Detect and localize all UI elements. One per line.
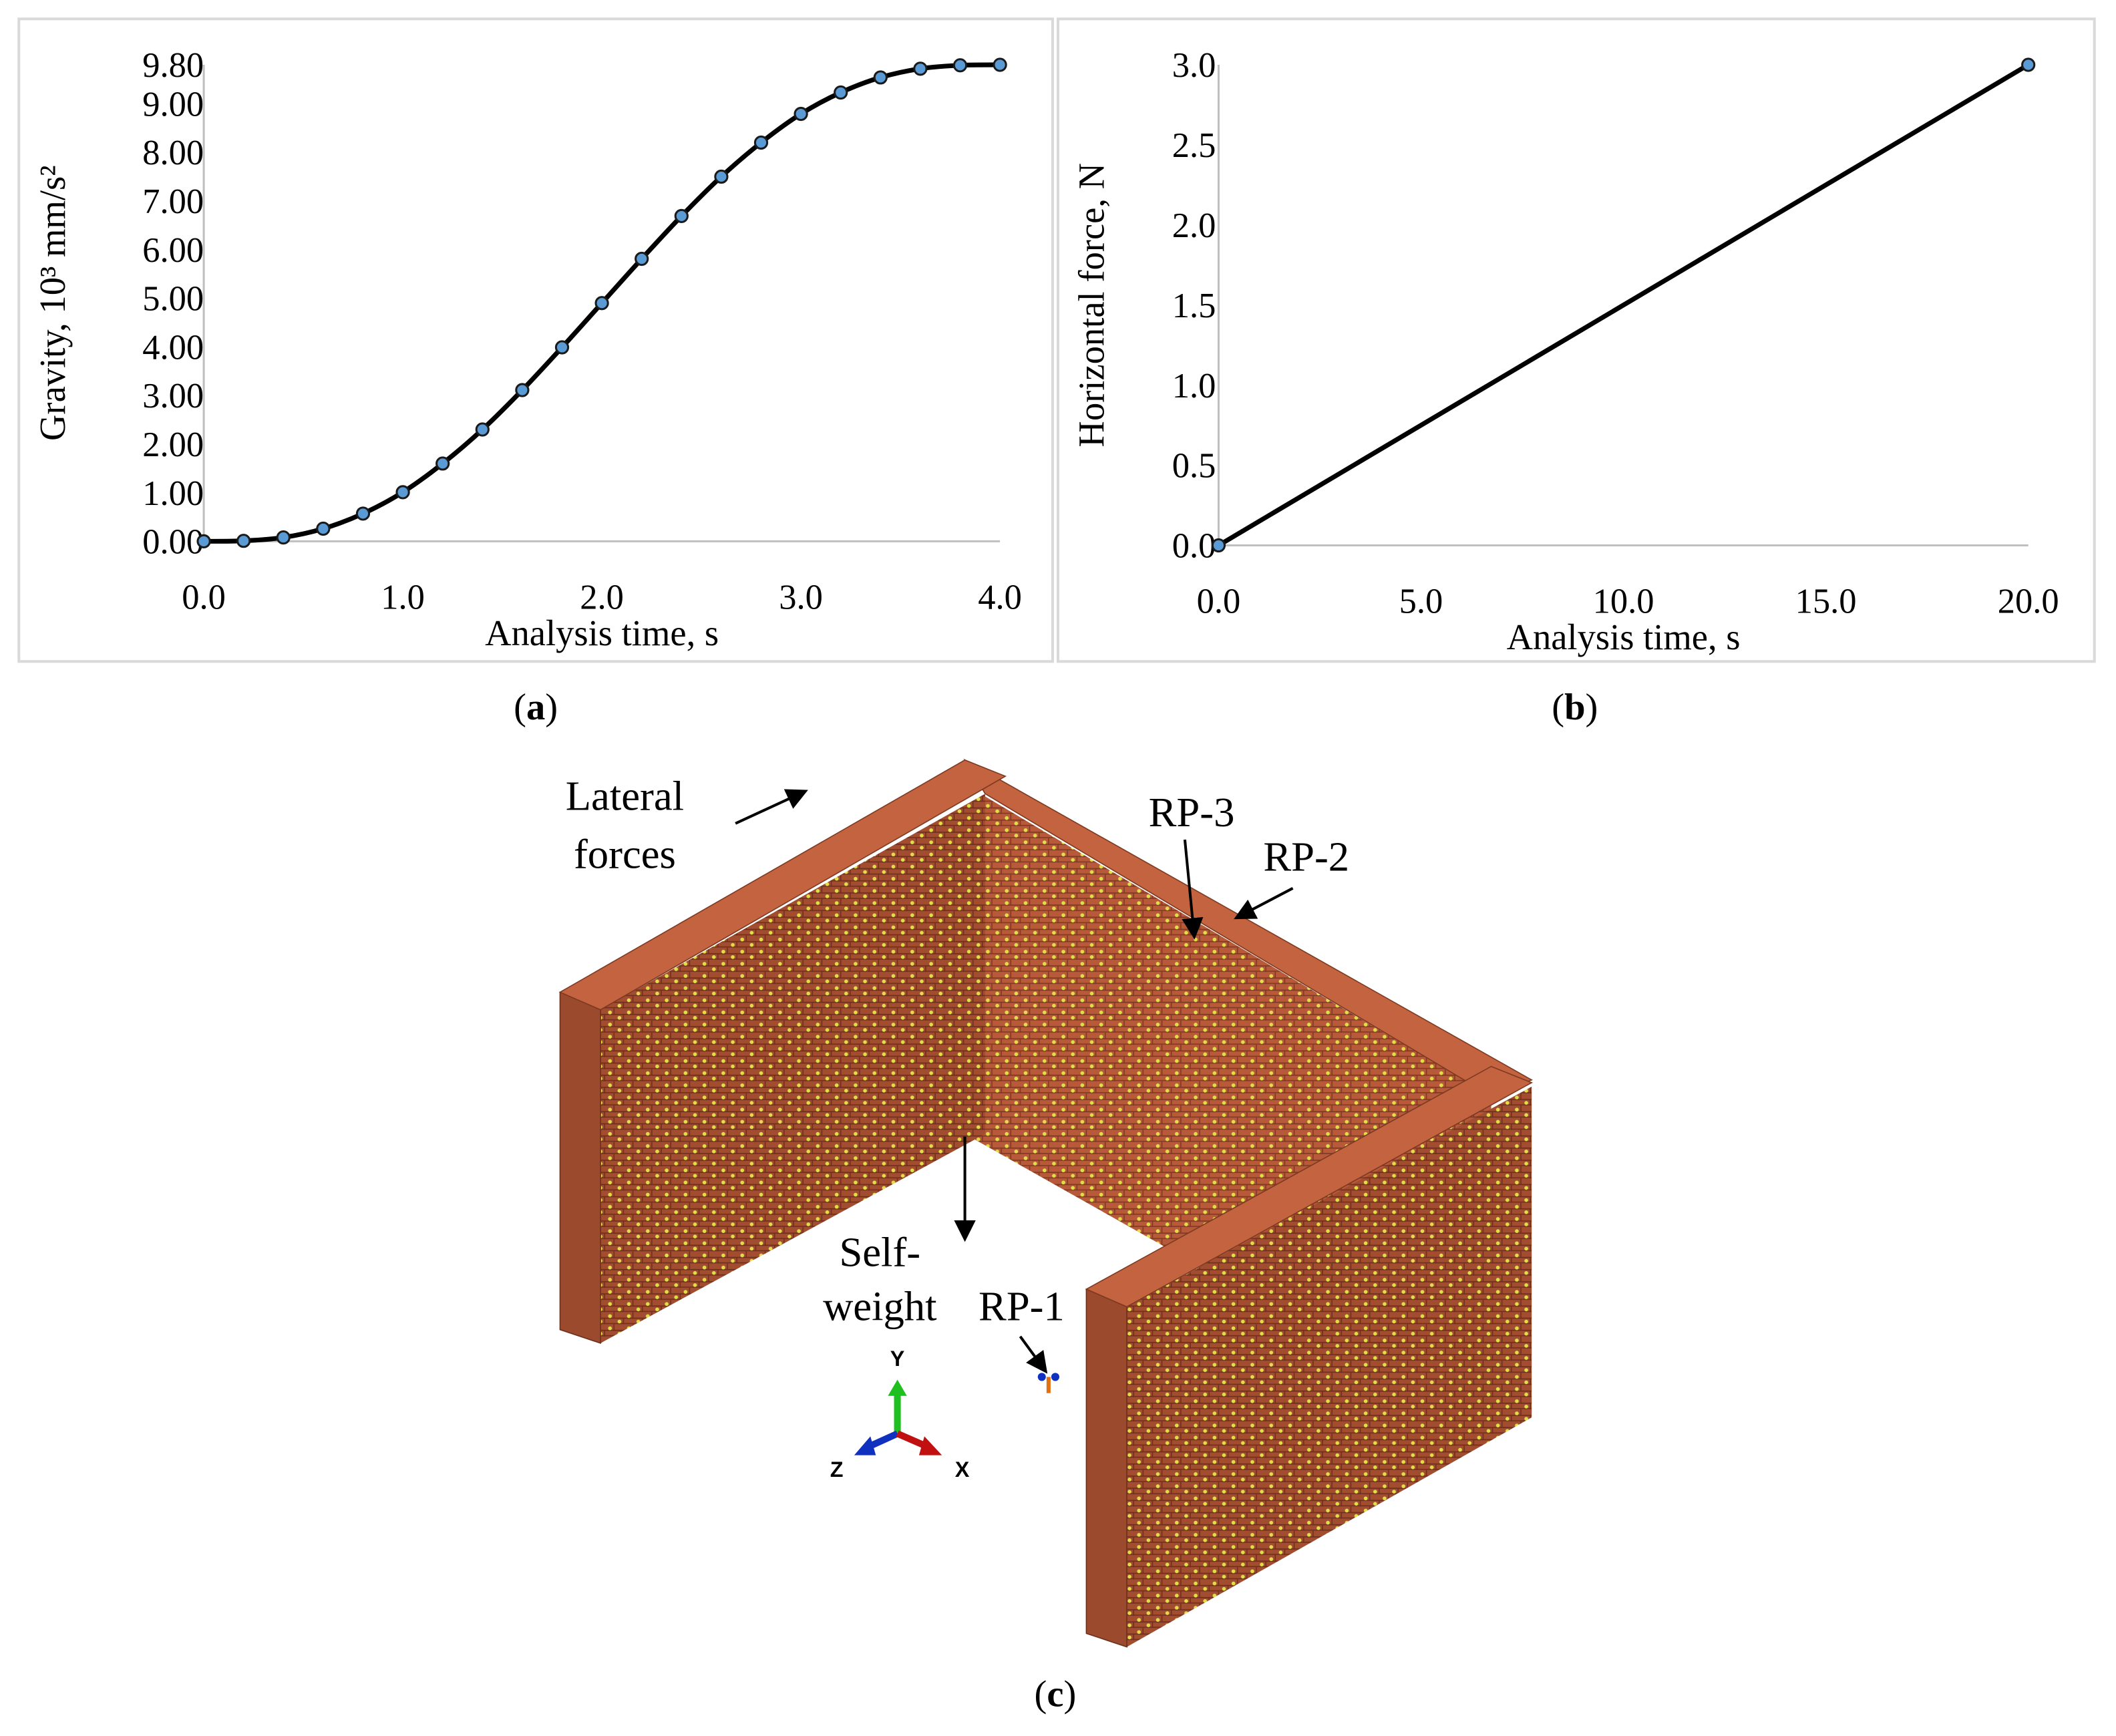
y-axis-title: Gravity, 10³ mm/s² xyxy=(32,165,73,441)
label-rp2: RP-2 xyxy=(1263,834,1349,880)
left-wall-end xyxy=(559,991,601,1345)
y-tick-label: 6.00 xyxy=(142,231,204,270)
data-point xyxy=(635,251,649,267)
data-point xyxy=(913,61,928,76)
panel-a-frame xyxy=(17,17,1054,663)
y-tick-label: 2.00 xyxy=(142,425,204,464)
y-tick-label: 0.00 xyxy=(142,523,204,562)
data-point xyxy=(276,530,291,545)
data-point xyxy=(395,485,410,500)
data-point xyxy=(475,422,490,437)
left-wall-top xyxy=(558,759,1007,1011)
y-tick-label: 4.00 xyxy=(142,328,204,367)
masonry-model xyxy=(558,758,1534,1648)
y-axis-title: Horizontal force, N xyxy=(1071,163,1112,448)
chart-a: 0.00 1.00 2.00 3.00 4.00 5.00 6.00 7.00 8.00 9.00… xyxy=(32,46,1022,653)
data-point xyxy=(952,58,968,73)
label-rp1: RP-1 xyxy=(979,1283,1065,1330)
y-tick-label: 2.5 xyxy=(1172,126,1216,165)
x-tick-label: 3.0 xyxy=(779,578,823,617)
x-tick-label: 15.0 xyxy=(1795,582,1857,621)
diagram-annotations: Lateral forces RP-3 RP-2 Self- weight RP… xyxy=(566,773,1349,1393)
rp2-arrow xyxy=(1234,887,1294,920)
triad-x-label: X xyxy=(955,1457,970,1482)
x-tick-label: 4.0 xyxy=(978,578,1022,617)
rp1-marker xyxy=(1037,1373,1060,1393)
x-tick-label: 10.0 xyxy=(1593,582,1654,621)
y-tick-label: 1.5 xyxy=(1172,287,1216,325)
panel-b-frame xyxy=(1056,17,2096,663)
label-lateral-forces-1: Lateral xyxy=(566,773,684,820)
y-tick-label: 8.00 xyxy=(142,134,204,172)
lateral-force-arrow xyxy=(735,789,808,825)
data-point xyxy=(515,383,530,397)
data-point xyxy=(316,521,331,536)
caption-c: (c) xyxy=(1035,1674,1077,1715)
label-self-weight-1: Self- xyxy=(839,1229,920,1276)
y-tick-label: 0.0 xyxy=(1172,527,1216,566)
label-lateral-forces-2: forces xyxy=(574,830,676,877)
chart-b: 0.0 0.5 1.0 1.5 2.0 2.5 3.0 0.0 5.0 10.0 15.0 20.0 A… xyxy=(1071,46,2059,657)
y-tick-label: 5.00 xyxy=(142,280,204,319)
caption-a: (a) xyxy=(514,687,558,728)
series-line xyxy=(1217,62,2030,548)
data-point xyxy=(236,534,251,548)
x-tick-label: 1.0 xyxy=(381,578,425,617)
x-tick-label: 0.0 xyxy=(182,578,226,617)
triad-x-arrowhead xyxy=(918,1436,942,1455)
y-tick-label: 2.0 xyxy=(1172,206,1216,245)
y-tick-label: 1.00 xyxy=(142,474,204,513)
data-point xyxy=(873,70,888,85)
data-point xyxy=(594,296,609,311)
triad-z-label: Z xyxy=(830,1457,844,1482)
y-tick-label: 1.0 xyxy=(1172,367,1216,405)
label-rp3: RP-3 xyxy=(1149,789,1235,836)
y-tick-label: 3.00 xyxy=(142,377,204,415)
x-tick-label: 5.0 xyxy=(1399,582,1443,621)
data-point xyxy=(2021,57,2036,72)
y-tick-label: 7.00 xyxy=(142,182,204,221)
right-wall-face xyxy=(1127,1086,1532,1647)
data-point xyxy=(355,506,371,521)
y-tick-label: 9.80 xyxy=(142,46,204,85)
triad-y-label: Y xyxy=(890,1347,905,1371)
data-point xyxy=(1211,538,1226,553)
triad-y-arrowhead xyxy=(888,1379,907,1396)
data-point xyxy=(794,106,808,122)
x-axis-title: Analysis time, s xyxy=(485,613,719,653)
data-point xyxy=(435,456,450,471)
data-point xyxy=(714,169,729,184)
rp1-arrow xyxy=(1019,1335,1048,1374)
triad-z-arrowhead xyxy=(854,1436,876,1455)
y-tick-label: 9.00 xyxy=(142,85,204,124)
right-wall-top xyxy=(1085,1065,1534,1308)
data-point xyxy=(834,85,848,100)
x-tick-label: 20.0 xyxy=(1998,582,2059,621)
y-tick-label: 0.5 xyxy=(1172,447,1216,486)
left-wall-face xyxy=(600,794,985,1343)
data-point xyxy=(196,534,211,549)
data-point xyxy=(993,57,1007,72)
axis-triad: Y Z X xyxy=(830,1347,970,1482)
caption-b: (b) xyxy=(1552,687,1598,728)
data-point xyxy=(674,208,689,224)
data-point xyxy=(554,340,570,355)
x-axis-title: Analysis time, s xyxy=(1507,617,1741,657)
y-tick-label: 3.0 xyxy=(1172,46,1216,85)
label-self-weight-2: weight xyxy=(823,1283,937,1330)
rp3-arrow xyxy=(1182,839,1204,940)
right-wall-end xyxy=(1085,1288,1127,1648)
data-point xyxy=(753,135,769,150)
x-tick-label: 2.0 xyxy=(580,578,624,617)
x-tick-label: 0.0 xyxy=(1197,582,1241,621)
